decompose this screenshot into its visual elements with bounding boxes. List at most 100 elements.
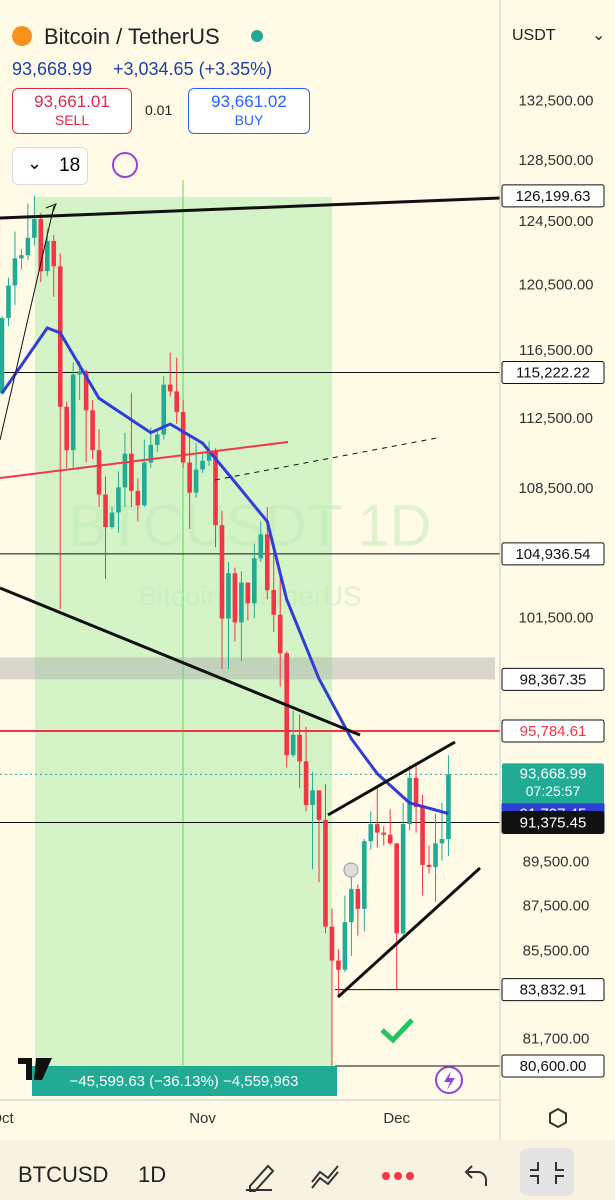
candle-body	[394, 843, 399, 934]
symbol-title[interactable]: Bitcoin / TetherUS	[44, 24, 220, 49]
sync-icon[interactable]	[112, 152, 138, 178]
candle-body	[264, 534, 270, 591]
y-tick-label: 101,500.00	[518, 610, 593, 627]
measure-label: −45,599.63 (−36.13%) −4,559,963	[70, 1073, 299, 1090]
trend-line	[214, 437, 438, 481]
candle-body	[19, 255, 24, 259]
y-tick-label: 112,500.00	[519, 410, 593, 427]
candle-body	[25, 237, 31, 256]
price-badge	[501, 360, 605, 384]
more-button[interactable]	[382, 1172, 414, 1180]
y-tick-label: 81,700.00	[523, 1031, 590, 1048]
candle-body	[400, 824, 406, 934]
toolbar	[0, 1140, 615, 1200]
candle-body	[142, 462, 147, 506]
candle-body	[316, 790, 322, 820]
candle-body	[154, 434, 160, 445]
y-tick-label: 108,500.00	[518, 480, 593, 497]
candle-body	[323, 819, 328, 927]
coin-icon	[12, 26, 32, 46]
candle-body	[44, 240, 50, 272]
indicator-toggle[interactable]: ⌄ 18	[12, 147, 88, 185]
candle-body	[433, 843, 438, 868]
toolbar-symbol[interactable]: BTCUSD	[18, 1162, 109, 1187]
candle-body	[193, 469, 199, 493]
price-badge	[501, 1054, 605, 1078]
last-price-label: 93,668.99	[520, 765, 587, 782]
bolt-icon	[444, 1071, 455, 1090]
candle-body	[342, 922, 348, 970]
candle-body	[420, 807, 425, 865]
candle-body	[310, 790, 315, 806]
candle-body	[135, 490, 141, 506]
candle-body	[200, 460, 205, 470]
arrow-line	[0, 205, 55, 441]
buy-button[interactable]: 93,661.02 BUY	[188, 88, 310, 134]
price-badge	[501, 184, 605, 208]
candle-body	[83, 371, 89, 411]
trend-line	[0, 441, 289, 479]
y-tick-label: 124,500.00	[518, 213, 593, 230]
candle-body	[426, 864, 432, 868]
candle-body	[349, 888, 354, 923]
candle-body	[77, 371, 82, 375]
sell-button[interactable]: 93,661.01 SELL	[12, 88, 132, 134]
candle-body	[12, 258, 18, 286]
x-tick-label: Dec	[383, 1110, 410, 1127]
price-badge-label: 80,600.00	[520, 1058, 587, 1075]
candle-body	[446, 774, 451, 840]
price-axis	[500, 0, 615, 1140]
y-tick-label: 116,500.00	[519, 342, 593, 359]
candle-body	[226, 573, 231, 619]
countdown: 07:25:57	[526, 783, 581, 799]
candle-body	[103, 494, 108, 528]
logo	[18, 1058, 52, 1080]
candle-body	[245, 582, 251, 604]
indicator-button[interactable]	[311, 1165, 339, 1189]
y-tick-label: 89,500.00	[523, 854, 590, 871]
price-badge-label: 104,936.54	[515, 546, 590, 563]
candle-body	[148, 444, 154, 463]
currency[interactable]: USDT	[512, 27, 556, 44]
y-tick-label: 87,500.00	[523, 898, 590, 915]
candle-body	[0, 318, 5, 394]
toolbar-interval[interactable]: 1D	[138, 1162, 167, 1187]
fullscreen-button[interactable]	[520, 1148, 574, 1196]
indicator-count: 18	[59, 155, 81, 176]
candle-body	[297, 734, 302, 762]
price-badge	[501, 719, 605, 743]
candle-body	[232, 573, 238, 623]
candle-body	[64, 406, 69, 451]
price-change: +3,034.65 (+3.35%)	[113, 59, 273, 79]
candle-body	[252, 558, 257, 604]
y-tick-label: 132,500.00	[518, 92, 593, 109]
price-badge-label: 91,375.45	[520, 814, 587, 831]
candle-body	[90, 410, 95, 451]
draw-button[interactable]	[246, 1164, 275, 1192]
spread: 0.01	[145, 102, 173, 118]
candle-body	[116, 487, 121, 513]
candle-body	[122, 453, 128, 488]
settings[interactable]	[549, 1107, 567, 1129]
x-tick-label: Oct	[0, 1110, 14, 1127]
zone	[0, 657, 495, 680]
candle-body	[38, 219, 44, 272]
price-badge	[501, 542, 605, 566]
candle-body	[368, 824, 374, 842]
price-badge-label: 83,832.91	[520, 982, 587, 999]
price-badge-label: 115,222.22	[516, 364, 590, 381]
candle-body	[6, 285, 11, 319]
candle-body	[187, 462, 192, 493]
x-tick-label: Nov	[189, 1110, 216, 1127]
price-badge	[501, 810, 605, 834]
candle-body	[57, 266, 63, 407]
candle-body	[239, 582, 244, 623]
candle-body	[167, 384, 173, 392]
moving-average	[0, 326, 449, 815]
undo-button[interactable]	[464, 1165, 487, 1186]
candle-body	[329, 926, 335, 961]
buy-price: 93,661.02	[211, 92, 287, 111]
trend-line	[0, 586, 361, 737]
